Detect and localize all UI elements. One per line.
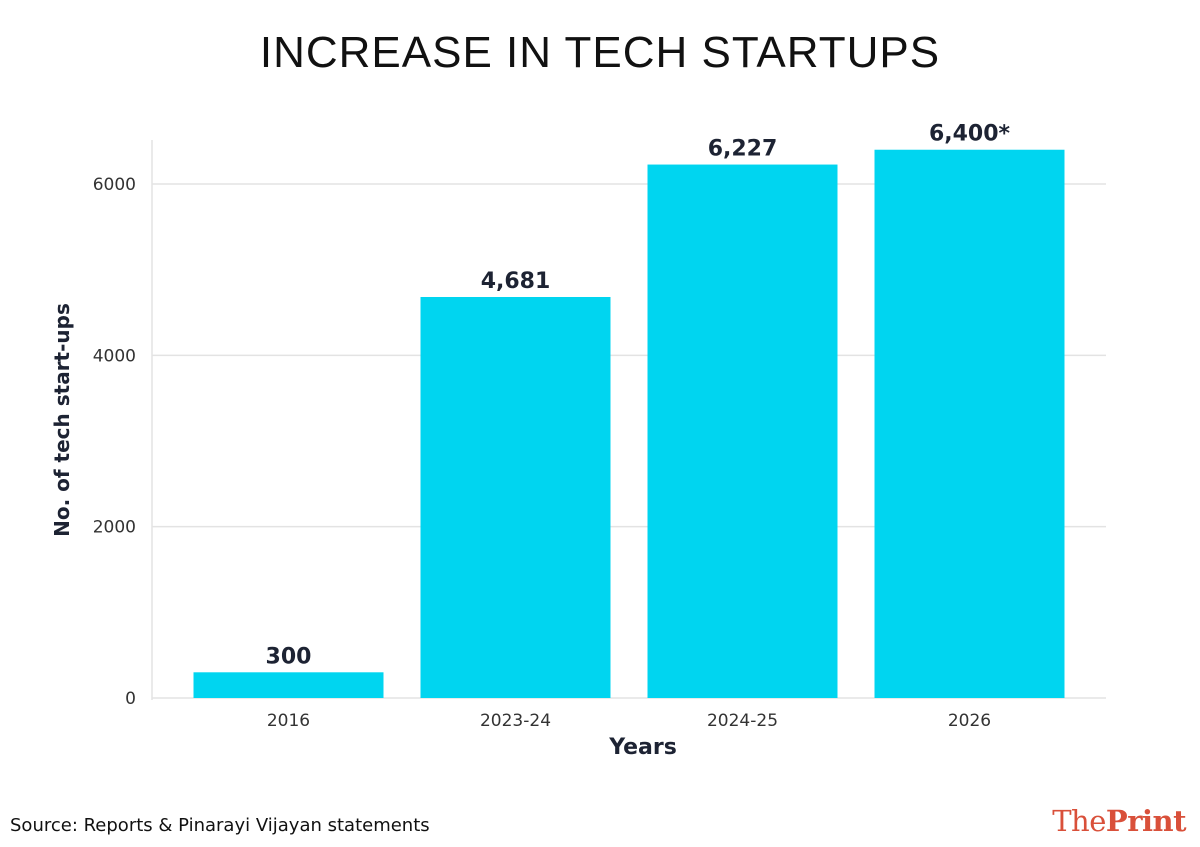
y-tick-label: 4000: [93, 346, 136, 366]
y-tick-label: 2000: [93, 518, 136, 538]
data-label: 4,681: [481, 269, 551, 294]
data-label: 6,227: [708, 137, 778, 162]
y-tick-label: 0: [125, 689, 136, 709]
y-axis-title: No. of tech start-ups: [50, 303, 74, 537]
x-tick-label: 2016: [267, 711, 310, 731]
bar-2016: [193, 672, 384, 698]
data-label: 300: [266, 644, 312, 669]
x-axis-title: Years: [608, 735, 677, 760]
x-tick-label: 2024-25: [707, 711, 778, 731]
bar-2023-24: [420, 296, 611, 698]
theprint-logo: ThePrint: [1052, 804, 1186, 838]
x-tick-label: 2023-24: [480, 711, 551, 731]
chart-title: INCREASE IN TECH STARTUPS: [259, 28, 941, 77]
bar-2024-25: [647, 164, 838, 699]
logo-the: The: [1052, 804, 1106, 838]
logo-print: Print: [1105, 804, 1187, 838]
y-tick-label: 6000: [93, 175, 136, 195]
data-label: 6,400*: [929, 122, 1011, 147]
source-note: Source: Reports & Pinarayi Vijayan state…: [10, 815, 430, 836]
bar-2026: [874, 149, 1065, 698]
x-tick-label: 2026: [948, 711, 991, 731]
